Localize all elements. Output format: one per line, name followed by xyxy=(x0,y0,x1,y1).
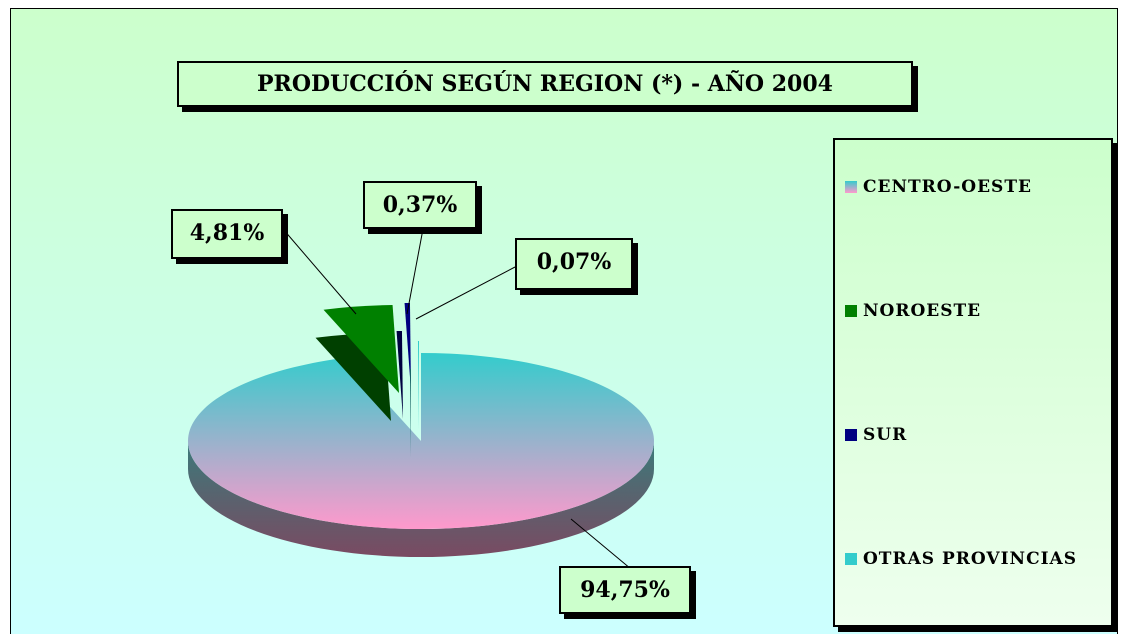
legend-entry: NOROESTE xyxy=(845,300,1109,322)
legend-label: NOROESTE xyxy=(863,301,982,321)
legend-swatch xyxy=(845,553,857,565)
slice xyxy=(404,303,411,391)
leader-line xyxy=(406,228,424,315)
leader-line xyxy=(570,518,632,570)
slice xyxy=(323,305,399,393)
leader-line xyxy=(415,266,516,320)
legend-swatch xyxy=(845,429,857,441)
slice-side xyxy=(188,441,654,557)
slice-side xyxy=(409,369,411,457)
data-label: 0,07% xyxy=(515,238,633,290)
legend: CENTRO-OESTE NOROESTE SUR OTRAS PROVINCIAS xyxy=(833,138,1113,627)
data-label: 4,81% xyxy=(171,209,283,259)
data-label: 94,75% xyxy=(559,566,691,614)
slice-side xyxy=(396,331,403,419)
legend-label: SUR xyxy=(863,425,908,445)
chart: PRODUCCIÓN SEGÚN REGION (*) - AÑO 2004 C… xyxy=(10,8,1118,634)
slice xyxy=(187,353,654,529)
legend-label: OTRAS PROVINCIAS xyxy=(863,549,1078,569)
pie-area xyxy=(187,228,654,570)
legend-entry: SUR xyxy=(845,424,1109,446)
slice xyxy=(417,341,419,429)
legend-label: CENTRO-OESTE xyxy=(863,177,1032,197)
legend-swatch xyxy=(845,181,857,193)
legend-entry: OTRAS PROVINCIAS xyxy=(845,548,1109,570)
legend-entry: CENTRO-OESTE xyxy=(845,176,1109,198)
data-label: 0,37% xyxy=(363,181,477,229)
legend-swatch xyxy=(845,305,857,317)
chart-title: PRODUCCIÓN SEGÚN REGION (*) - AÑO 2004 xyxy=(177,61,913,107)
leader-line xyxy=(282,228,357,315)
